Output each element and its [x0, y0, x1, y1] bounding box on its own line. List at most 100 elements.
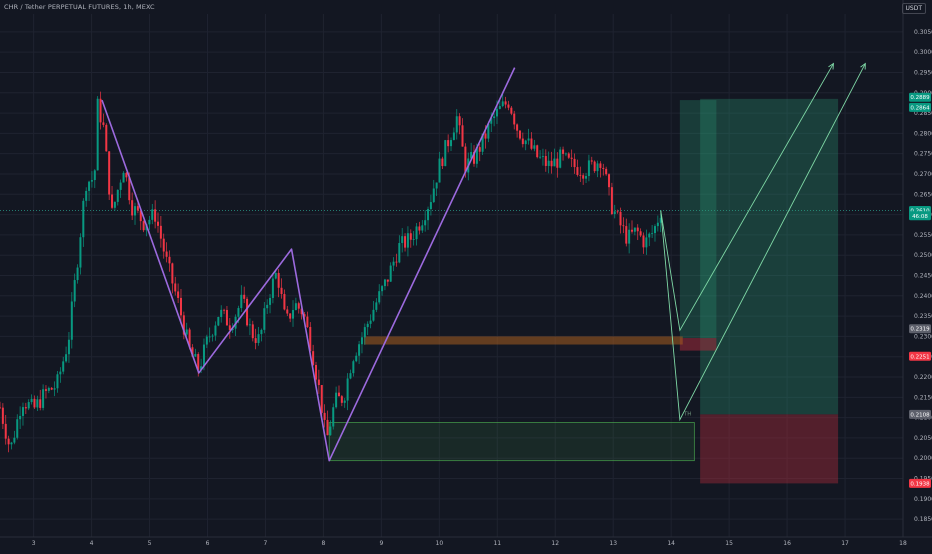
- candle-down: [254, 338, 257, 343]
- candle-up: [352, 361, 355, 374]
- candle-down: [228, 325, 231, 331]
- candle-down: [225, 309, 228, 326]
- candle-up: [67, 339, 70, 355]
- candle-up: [271, 278, 274, 298]
- candle-down: [142, 221, 145, 231]
- candle-up: [553, 158, 556, 167]
- price-tag-label: 0.2108: [910, 412, 930, 418]
- candle-up: [375, 302, 378, 310]
- candle-up: [220, 309, 223, 317]
- candle-up: [564, 153, 567, 155]
- candle-down: [159, 225, 162, 239]
- x-tick-label: 8: [321, 540, 325, 547]
- candle-down: [550, 160, 553, 167]
- candle-up: [274, 272, 277, 279]
- price-tag: [909, 211, 931, 221]
- candle-up: [21, 407, 24, 416]
- candle-down: [177, 291, 180, 298]
- candle-down: [246, 298, 249, 326]
- y-tick-label: 0.3050: [914, 29, 932, 36]
- price-tags: 0.28890.28640.261046:080.23190.22510.210…: [909, 92, 931, 488]
- candle-down: [556, 158, 559, 168]
- candle-up: [329, 426, 332, 436]
- candle-down: [599, 163, 602, 168]
- candle-down: [154, 209, 157, 222]
- candle-up: [93, 170, 96, 181]
- x-tick-label: 14: [667, 540, 675, 547]
- candle-down: [297, 303, 300, 309]
- candle-up: [200, 366, 203, 370]
- candle-up: [237, 308, 240, 317]
- x-tick-label: 18: [899, 540, 907, 547]
- candle-up: [524, 140, 527, 145]
- candle-down: [136, 206, 139, 211]
- candle-down: [516, 124, 519, 131]
- candle-up: [539, 156, 542, 158]
- candle-up: [82, 200, 85, 238]
- price-tag-label: 0.2889: [910, 95, 930, 101]
- candle-down: [518, 130, 521, 139]
- candle-down: [0, 407, 2, 409]
- candle-down: [280, 287, 283, 295]
- price-tag: [909, 409, 931, 419]
- candle-down: [277, 272, 280, 288]
- candle-down: [111, 194, 114, 208]
- price-tag: [909, 324, 931, 334]
- candle-up: [56, 374, 59, 389]
- candle-down: [105, 124, 108, 152]
- candle-down: [418, 226, 421, 231]
- candle-up: [122, 172, 125, 183]
- candle-up: [85, 190, 88, 201]
- price-tag-label: 0.2864: [910, 105, 930, 111]
- candle-up: [119, 182, 122, 190]
- candle-down: [165, 251, 168, 257]
- candle-down: [323, 412, 326, 420]
- candle-up: [13, 437, 16, 443]
- candle-up: [134, 206, 137, 216]
- candle-up: [527, 138, 530, 141]
- candle-up: [36, 399, 39, 408]
- candle-down: [567, 153, 570, 158]
- candle-up: [70, 301, 73, 340]
- candle-down: [174, 283, 177, 292]
- candle-down: [507, 104, 510, 108]
- candle-down: [168, 256, 171, 264]
- candle-down: [404, 236, 407, 248]
- candle-down: [320, 385, 323, 413]
- candle-up: [148, 219, 151, 225]
- x-tick-label: 16: [783, 540, 791, 547]
- candle-up: [633, 227, 636, 232]
- candle-up: [194, 354, 197, 357]
- candle-down: [243, 294, 246, 299]
- candle-up: [495, 108, 498, 117]
- currency-label[interactable]: USDT: [901, 3, 926, 14]
- x-tick-label: 7: [264, 540, 268, 547]
- candle-down: [33, 398, 36, 408]
- candle-up: [470, 151, 473, 159]
- candle-down: [582, 175, 585, 179]
- candle-down: [162, 238, 165, 252]
- candle-down: [39, 399, 42, 408]
- candle-up: [205, 336, 208, 345]
- x-tick-label: 12: [551, 540, 559, 547]
- candle-down: [7, 438, 10, 445]
- candle-down: [513, 113, 516, 125]
- candle-down: [171, 263, 174, 284]
- candle-up: [335, 392, 338, 408]
- zones: [328, 98, 839, 484]
- candle-down: [386, 279, 389, 282]
- candle-up: [360, 337, 363, 345]
- annotations: TH: [683, 412, 692, 418]
- candle-down: [188, 329, 191, 348]
- candle-up: [392, 261, 395, 266]
